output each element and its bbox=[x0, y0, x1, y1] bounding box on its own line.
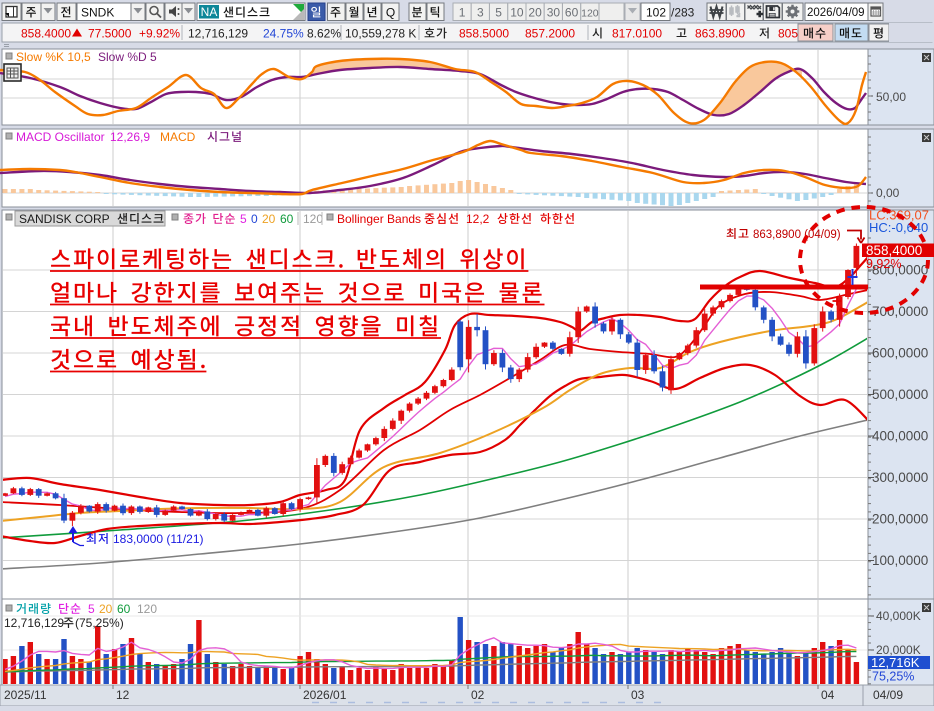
svg-text:MACD: MACD bbox=[160, 130, 196, 144]
svg-text:10,559,278 K: 10,559,278 K bbox=[345, 27, 416, 41]
svg-text:9,92%: 9,92% bbox=[866, 257, 901, 271]
svg-text:50,00: 50,00 bbox=[876, 90, 906, 104]
svg-text:10: 10 bbox=[510, 6, 524, 20]
svg-text:+9.92%: +9.92% bbox=[139, 27, 180, 41]
svg-text:800,0000: 800,0000 bbox=[872, 263, 928, 278]
svg-text:Q: Q bbox=[386, 6, 395, 20]
svg-text:02: 02 bbox=[471, 688, 485, 702]
svg-text:Slow %D 5: Slow %D 5 bbox=[98, 50, 157, 64]
svg-text:863,8900 (04/09): 863,8900 (04/09) bbox=[753, 229, 841, 241]
svg-text:77.5000: 77.5000 bbox=[88, 27, 132, 41]
svg-text:MACD Oscillator: MACD Oscillator bbox=[16, 130, 105, 144]
svg-text:857.2000: 857.2000 bbox=[525, 27, 575, 41]
svg-text:5: 5 bbox=[495, 6, 502, 20]
svg-text:3: 3 bbox=[477, 6, 484, 20]
svg-text:500,0000: 500,0000 bbox=[872, 387, 928, 402]
svg-text:858,4000: 858,4000 bbox=[866, 243, 922, 258]
svg-text:04: 04 bbox=[821, 688, 835, 702]
svg-text:40,000K: 40,000K bbox=[876, 609, 921, 623]
svg-text:/283: /283 bbox=[671, 6, 695, 20]
svg-text:858.5000: 858.5000 bbox=[459, 27, 509, 41]
svg-text:5: 5 bbox=[88, 602, 95, 616]
svg-text:75,25%: 75,25% bbox=[872, 670, 914, 684]
svg-text:12,716K: 12,716K bbox=[871, 655, 920, 670]
svg-text:858.4000: 858.4000 bbox=[21, 27, 71, 41]
svg-text:8.62%: 8.62% bbox=[307, 27, 341, 41]
svg-text:60: 60 bbox=[117, 602, 131, 616]
svg-text:Slow %K 10,5: Slow %K 10,5 bbox=[16, 50, 91, 64]
svg-text:60: 60 bbox=[280, 212, 294, 226]
svg-text:400,0000: 400,0000 bbox=[872, 429, 928, 444]
svg-text:NA: NA bbox=[201, 5, 218, 19]
svg-text:5: 5 bbox=[240, 212, 247, 226]
svg-text:120: 120 bbox=[581, 8, 599, 20]
svg-text:200,0000: 200,0000 bbox=[872, 512, 928, 527]
svg-text:Bollinger Bands: Bollinger Bands bbox=[337, 212, 421, 226]
svg-text:0: 0 bbox=[251, 212, 258, 226]
svg-text:12,716,129: 12,716,129 bbox=[4, 616, 64, 630]
svg-text:12,26,9: 12,26,9 bbox=[110, 130, 150, 144]
svg-text:60: 60 bbox=[565, 6, 579, 20]
svg-text:SNDK: SNDK bbox=[81, 6, 114, 20]
svg-text:817.0100: 817.0100 bbox=[612, 27, 662, 41]
svg-text:102: 102 bbox=[646, 6, 666, 20]
svg-text:(75,25%): (75,25%) bbox=[75, 616, 124, 630]
svg-text:120: 120 bbox=[137, 602, 157, 616]
svg-text:20: 20 bbox=[262, 212, 276, 226]
svg-text:600,0000: 600,0000 bbox=[872, 346, 928, 361]
svg-text:HC:-0,640: HC:-0,640 bbox=[869, 220, 928, 235]
svg-text:183,0000 (11/21): 183,0000 (11/21) bbox=[113, 532, 204, 546]
svg-text:12,716,129: 12,716,129 bbox=[188, 27, 248, 41]
svg-text:2026/04/09: 2026/04/09 bbox=[807, 7, 865, 19]
svg-text:03: 03 bbox=[631, 688, 645, 702]
svg-text:1: 1 bbox=[459, 6, 466, 20]
svg-text:100,0000: 100,0000 bbox=[872, 553, 928, 568]
svg-text:20: 20 bbox=[528, 6, 542, 20]
svg-text:0,00: 0,00 bbox=[876, 186, 900, 200]
svg-text:700,0000: 700,0000 bbox=[872, 304, 928, 319]
svg-text:2026/01: 2026/01 bbox=[303, 688, 347, 702]
svg-text:20,000K: 20,000K bbox=[876, 643, 921, 657]
svg-text:12,2: 12,2 bbox=[466, 212, 490, 226]
svg-text:300,0000: 300,0000 bbox=[872, 470, 928, 485]
svg-text:SANDISK CORP: SANDISK CORP bbox=[19, 212, 110, 226]
svg-text:04/09: 04/09 bbox=[873, 688, 903, 702]
svg-text:2025/11: 2025/11 bbox=[4, 688, 47, 702]
svg-text:863.8900: 863.8900 bbox=[695, 27, 745, 41]
svg-text:12: 12 bbox=[116, 688, 130, 702]
svg-text:20: 20 bbox=[99, 602, 113, 616]
svg-text:24.75%: 24.75% bbox=[263, 27, 304, 41]
svg-text:120: 120 bbox=[303, 212, 323, 226]
svg-text:30: 30 bbox=[547, 6, 561, 20]
